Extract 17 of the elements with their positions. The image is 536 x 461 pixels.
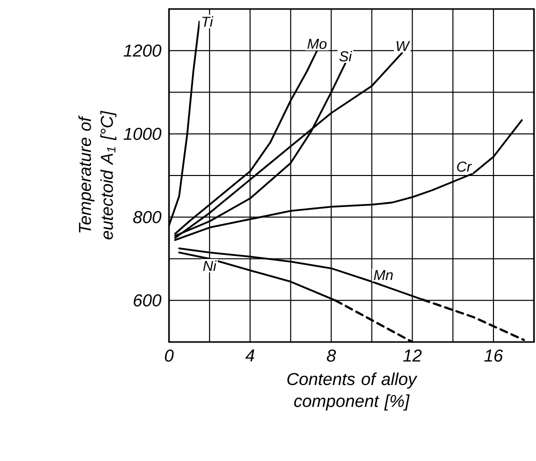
y-tick-label: 800 [133,211,162,224]
series-label: Mn [374,270,393,280]
y-tick-label: 600 [134,294,162,306]
x-tick-label: 16 [484,350,504,362]
series-label: Ti [202,16,214,27]
x-tick-label: 0 [164,350,174,362]
y-tick-label: 1000 [124,128,162,140]
x-tick-label: 12 [403,350,422,362]
series-label: Ni [203,260,217,271]
series-label: Si [339,50,352,62]
x-tick-label: 4 [245,350,254,362]
series-label: Mo [308,38,327,49]
series-label: W [396,41,410,52]
x-tick-label: 8 [326,350,336,362]
y-tick-label: 1200 [124,44,162,57]
series-label: Cr [457,162,472,172]
x-axis-title: Contents of alloy component [%] [287,372,418,410]
